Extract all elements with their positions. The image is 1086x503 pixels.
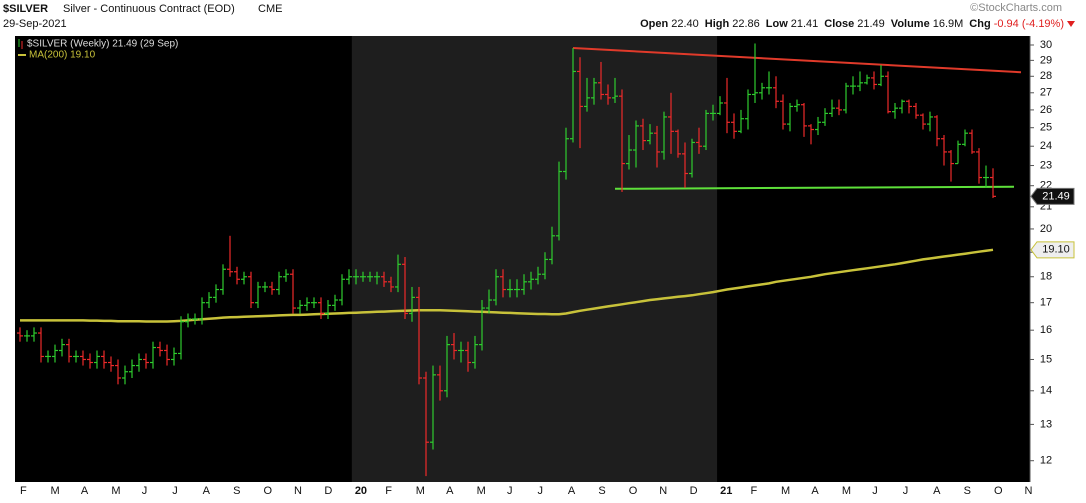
ma-line bbox=[20, 248, 994, 323]
x-tick-label: O bbox=[994, 485, 1003, 497]
x-tick-label: J bbox=[142, 485, 148, 497]
x-tick-label: A bbox=[933, 485, 941, 497]
x-tick-label: F bbox=[751, 485, 758, 497]
x-tick-label: S bbox=[233, 485, 240, 497]
x-tick-label: J bbox=[507, 485, 512, 497]
x-tick-label: 21 bbox=[720, 485, 732, 497]
trendline bbox=[572, 47, 1022, 74]
date: 29-Sep-2021 bbox=[3, 18, 67, 30]
quote-label: Volume bbox=[891, 18, 930, 30]
quote-label: Close bbox=[824, 18, 854, 30]
close-tag: 21.49 bbox=[1042, 190, 1070, 202]
ma-tag-box bbox=[1030, 241, 1075, 259]
y-tick-label: 25 bbox=[1040, 122, 1052, 134]
quote-value: -0.94 (-4.19%) bbox=[994, 18, 1064, 30]
x-tick-label: J bbox=[903, 485, 909, 497]
x-tick-label: A bbox=[568, 485, 576, 497]
close-tag-box bbox=[1030, 187, 1075, 205]
y-tick-label: 24 bbox=[1040, 140, 1052, 152]
x-tick-label: S bbox=[964, 485, 971, 497]
trendline bbox=[614, 185, 1015, 190]
x-tick-label: M bbox=[842, 485, 851, 497]
quote-label: Chg bbox=[969, 18, 990, 30]
year-band bbox=[351, 36, 718, 482]
x-tick-label: A bbox=[811, 485, 819, 497]
quote: Open 22.40 High 22.86 Low 21.41 Close 21.49 Volu… bbox=[640, 18, 1064, 30]
y-tick-label: 18 bbox=[1040, 271, 1052, 283]
x-tick-label: A bbox=[203, 485, 211, 497]
y-tick-label: 12 bbox=[1040, 455, 1052, 467]
y-tick-label: 29 bbox=[1040, 54, 1052, 66]
x-tick-label: N bbox=[659, 485, 667, 497]
y-tick-label: 26 bbox=[1040, 104, 1052, 116]
x-tick-label: M bbox=[111, 485, 120, 497]
y-tick-label: 20 bbox=[1040, 223, 1052, 235]
symbol: $SILVER bbox=[3, 3, 48, 15]
x-tick-label: M bbox=[477, 485, 486, 497]
quote-value: 22.40 bbox=[671, 18, 699, 30]
x-tick-label: 20 bbox=[355, 485, 367, 497]
quote-label: High bbox=[705, 18, 730, 30]
y-tick-label: 27 bbox=[1040, 87, 1052, 99]
x-tick-label: F bbox=[385, 485, 392, 497]
y-tick-label: 14 bbox=[1040, 385, 1052, 397]
x-tick-label: J bbox=[537, 485, 543, 497]
x-tick-label: S bbox=[598, 485, 605, 497]
description: Silver - Continuous Contract (EOD) bbox=[63, 3, 235, 15]
x-tick-label: F bbox=[20, 485, 27, 497]
quote-value: 21.41 bbox=[791, 18, 819, 30]
x-tick-label: N bbox=[1024, 485, 1032, 497]
x-tick-label: D bbox=[324, 485, 332, 497]
y-tick-label: 30 bbox=[1040, 39, 1052, 51]
x-tick-label: M bbox=[50, 485, 59, 497]
y-tick-label: 17 bbox=[1040, 297, 1052, 309]
x-tick-label: M bbox=[781, 485, 790, 497]
down-arrow bbox=[1067, 21, 1075, 27]
y-tick-label: 15 bbox=[1040, 353, 1052, 365]
y-tick-label: 28 bbox=[1040, 70, 1052, 82]
x-tick-label: D bbox=[690, 485, 698, 497]
quote-value: 21.49 bbox=[857, 18, 885, 30]
legend-label: MA(200) 19.10 bbox=[29, 50, 96, 61]
quote-label: Open bbox=[640, 18, 668, 30]
y-tick-label: 23 bbox=[1040, 159, 1052, 171]
x-tick-label: N bbox=[294, 485, 302, 497]
x-tick-label: O bbox=[629, 485, 638, 497]
exchange: CME bbox=[258, 3, 282, 15]
x-tick-label: O bbox=[264, 485, 273, 497]
legend-label: $SILVER (Weekly) 21.49 (29 Sep) bbox=[27, 39, 178, 50]
x-tick-label: M bbox=[416, 485, 425, 497]
copyright: ©StockCharts.com bbox=[970, 2, 1062, 14]
y-tick-label: 16 bbox=[1040, 324, 1052, 336]
quote-value: 22.86 bbox=[732, 18, 760, 30]
x-tick-label: A bbox=[81, 485, 89, 497]
quote-value: 16.9M bbox=[933, 18, 964, 30]
quote-label: Low bbox=[766, 18, 788, 30]
x-tick-label: A bbox=[446, 485, 454, 497]
x-tick-label: J bbox=[172, 485, 178, 497]
y-tick-label: 13 bbox=[1040, 418, 1052, 430]
ma-tag: 19.10 bbox=[1042, 244, 1070, 256]
x-tick-label: J bbox=[872, 485, 878, 497]
